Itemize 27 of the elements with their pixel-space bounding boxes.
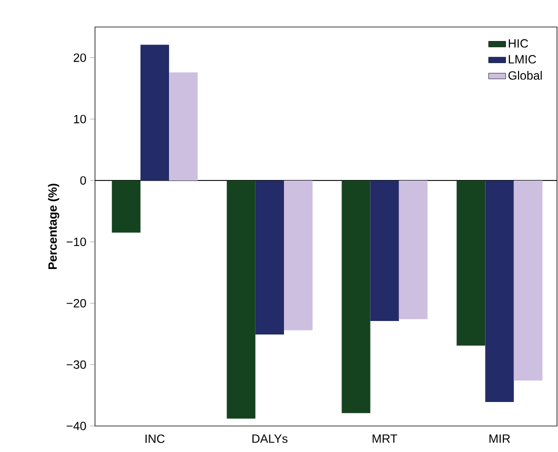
y-tick-label: −40 [66, 422, 86, 430]
legend-label: HIC [508, 39, 528, 48]
bar [456, 180, 486, 346]
x-tick-label: MRT [372, 434, 398, 443]
bar [169, 72, 198, 180]
y-axis-title: Percentage (%) [48, 184, 60, 270]
x-tick-label: MIR [490, 434, 510, 443]
bar [342, 180, 370, 414]
bar [485, 180, 514, 402]
bar [370, 180, 399, 322]
y-tick-label: 20 [74, 53, 86, 62]
bar [284, 180, 313, 330]
bar [398, 180, 428, 320]
x-tick-label: DALYs [252, 434, 288, 443]
y-tick-label: 0 [80, 176, 86, 185]
bar [226, 180, 256, 419]
bar [255, 180, 284, 335]
y-tick-label: −10 [66, 238, 86, 246]
y-tick-label: 10 [74, 114, 86, 124]
y-tick-label: −20 [66, 298, 86, 308]
legend-label: Global [508, 70, 542, 80]
bar [112, 180, 140, 233]
y-tick-label: −30 [66, 360, 86, 369]
legend-label: LMIC [508, 55, 536, 64]
bar [514, 180, 542, 381]
bar [140, 44, 170, 180]
x-tick-label: INC [146, 434, 165, 444]
